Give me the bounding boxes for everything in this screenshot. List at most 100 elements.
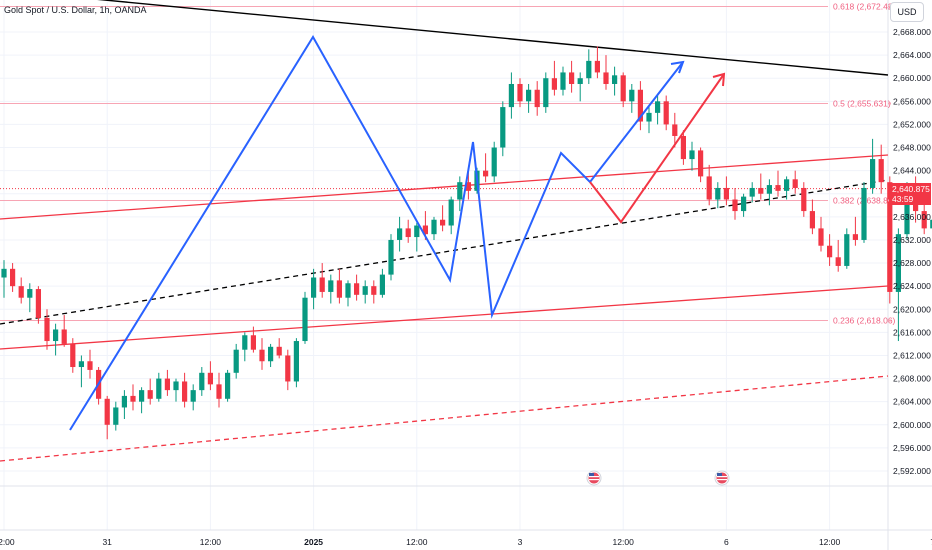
economic-events[interactable] bbox=[586, 470, 730, 486]
candle bbox=[259, 338, 265, 370]
candle-body bbox=[629, 89, 635, 102]
price-tick-label: 2,604.000 bbox=[893, 397, 931, 407]
resistance-trendline bbox=[97, 0, 889, 76]
flag-canton bbox=[589, 473, 594, 476]
candle-body bbox=[233, 349, 239, 373]
candle-body bbox=[809, 211, 815, 229]
candle-body bbox=[113, 407, 119, 425]
candle-body bbox=[801, 187, 807, 212]
candle-body bbox=[319, 277, 325, 292]
candle bbox=[732, 187, 738, 220]
candle-body bbox=[680, 135, 686, 160]
price-tick-label: 2,656.000 bbox=[893, 96, 931, 106]
candle-body bbox=[345, 283, 351, 298]
candle-body bbox=[242, 335, 248, 350]
candle-body bbox=[818, 228, 824, 246]
time-tick-label: 2025 bbox=[304, 537, 323, 547]
candle bbox=[87, 349, 93, 379]
candle-body bbox=[70, 343, 76, 368]
candle bbox=[861, 182, 867, 243]
candle-body bbox=[121, 395, 127, 408]
candle-body bbox=[104, 398, 110, 425]
fib-label: 0.236 (2,618.06) bbox=[833, 315, 896, 325]
price-tick-label: 2,612.000 bbox=[893, 350, 931, 360]
price-tick-label: 2,648.000 bbox=[893, 143, 931, 153]
time-tick-label: 12:00 bbox=[406, 537, 428, 547]
candle bbox=[147, 378, 153, 405]
candle-body bbox=[491, 147, 497, 177]
price-tick-label: 2,616.000 bbox=[893, 327, 931, 337]
currency-button[interactable]: USD bbox=[890, 2, 924, 22]
candle-body bbox=[577, 78, 583, 84]
candle-body bbox=[586, 60, 592, 79]
candle bbox=[345, 280, 351, 307]
candle-body bbox=[35, 289, 41, 318]
candle-body bbox=[646, 112, 652, 122]
candle bbox=[852, 216, 858, 246]
candle-body bbox=[663, 101, 669, 125]
price-tick-label: 2,628.000 bbox=[893, 258, 931, 268]
candle bbox=[835, 239, 841, 272]
candle bbox=[182, 372, 188, 408]
candle bbox=[758, 173, 764, 200]
us-flag-icon[interactable] bbox=[586, 470, 602, 486]
candle bbox=[397, 216, 403, 252]
candle bbox=[723, 176, 729, 206]
candle-body bbox=[250, 335, 256, 350]
fib-label: 0.5 (2,655.631) bbox=[833, 98, 891, 108]
candle-body bbox=[53, 329, 59, 342]
candle-body bbox=[921, 211, 927, 229]
candle-body bbox=[870, 159, 876, 188]
blue-arrow-head bbox=[670, 60, 685, 74]
candle bbox=[586, 49, 592, 84]
candle-body bbox=[784, 179, 790, 191]
last-price-badge: 2,640.875 43:59 bbox=[889, 183, 931, 205]
price-axis[interactable]: 2,592.000 2,596.000 2,600.000 2,604.000 2,60… bbox=[888, 5, 931, 476]
channel-dashed-line bbox=[0, 375, 889, 462]
candle bbox=[319, 263, 325, 298]
fib-label: 0.382 (2,638.838) bbox=[833, 195, 900, 205]
candle-body bbox=[440, 219, 446, 226]
candle bbox=[749, 182, 755, 203]
flag-stripe bbox=[589, 476, 599, 478]
candle bbox=[225, 369, 231, 402]
price-tick-label: 2,620.000 bbox=[893, 304, 931, 314]
candle bbox=[508, 72, 514, 119]
channel-upper-line bbox=[0, 154, 889, 220]
time-tick-label: 12:00 bbox=[819, 537, 841, 547]
candle bbox=[706, 164, 712, 206]
candle-body bbox=[362, 286, 368, 295]
candle-body bbox=[285, 355, 291, 382]
candle bbox=[27, 283, 33, 313]
candle-body bbox=[10, 268, 16, 287]
candle-body bbox=[930, 219, 932, 229]
fib-label: 0.618 (2,672.424) bbox=[833, 1, 900, 11]
candle-body bbox=[895, 234, 901, 292]
channel-lower-line bbox=[0, 285, 889, 350]
price-tick-label: 2,592.000 bbox=[893, 466, 931, 476]
candle bbox=[818, 216, 824, 252]
candle-body bbox=[500, 107, 506, 148]
candle bbox=[328, 274, 334, 304]
candle bbox=[766, 179, 772, 206]
candle bbox=[672, 112, 678, 148]
candle bbox=[293, 338, 299, 388]
candle-body bbox=[268, 346, 274, 362]
candle bbox=[1, 260, 7, 298]
candle bbox=[775, 170, 781, 197]
time-axis[interactable]: 12:003112:00202512:00312:00612:00712:008… bbox=[0, 537, 932, 547]
candle-body bbox=[293, 341, 299, 382]
candle bbox=[285, 349, 291, 391]
candle-body bbox=[852, 234, 858, 240]
candle-body bbox=[904, 187, 910, 235]
flag-canton bbox=[717, 473, 722, 476]
candle-body bbox=[457, 182, 463, 200]
flag-stripe bbox=[717, 476, 727, 478]
candle bbox=[388, 234, 394, 281]
candle-body bbox=[792, 179, 798, 188]
us-flag-icon[interactable] bbox=[714, 470, 730, 486]
time-tick-label: 31 bbox=[102, 537, 112, 547]
candle bbox=[190, 384, 196, 411]
